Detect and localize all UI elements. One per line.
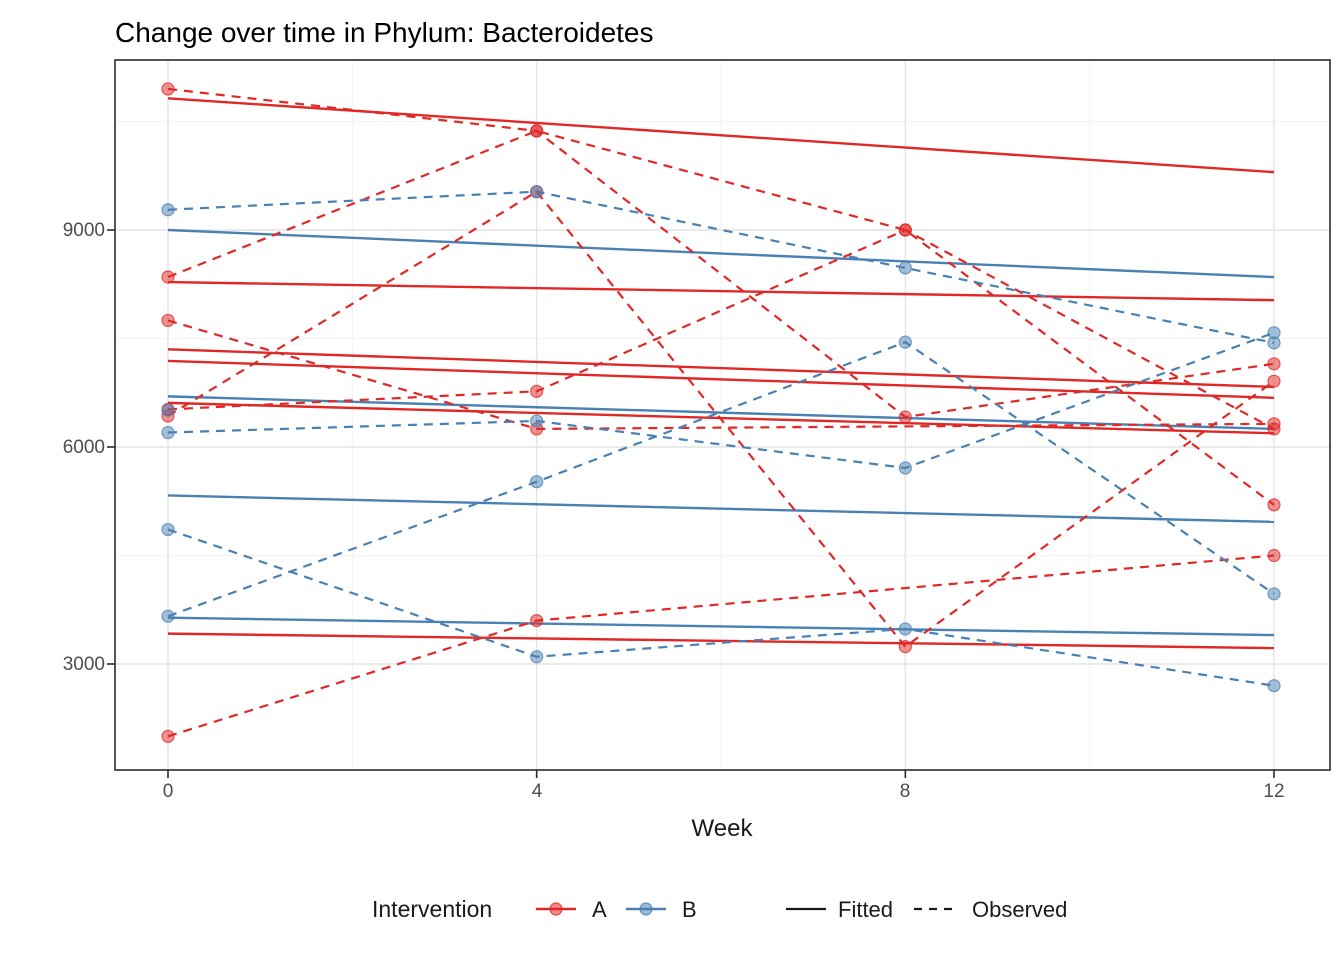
x-tick-8: 8 [900,781,911,802]
data-point [161,522,175,537]
x-tick-0: 0 [163,781,174,802]
data-point [161,313,175,328]
data-point [898,461,912,475]
data-point [530,185,544,199]
y-tick-9000: 9000 [63,220,105,241]
x-tick-4: 4 [532,781,543,802]
data-point [1267,422,1281,436]
data-point [898,335,912,349]
data-point [161,270,175,284]
data-point [161,203,175,217]
data-point [530,475,544,489]
data-point [530,613,544,628]
observed-line [167,340,1275,618]
y-tick-6000: 6000 [63,437,105,458]
data-point [1267,679,1281,693]
fitted-line [167,494,1275,524]
fitted-line [167,97,1275,174]
x-tick-12: 12 [1263,781,1284,802]
plot-panel [115,60,1330,770]
fitted-lines [167,97,1275,650]
data-point [161,82,175,96]
legend: Intervention A B Fitted Observed [372,896,1067,922]
fitted-line [167,348,1275,389]
y-tick-3000: 3000 [63,654,105,675]
x-axis-label: Week [692,815,754,842]
data-points [161,82,1281,743]
data-point [530,414,544,428]
data-point [898,261,912,275]
legend-label-a: A [592,897,607,922]
observed-line [167,528,1275,687]
data-point [1267,374,1281,388]
legend-key-a-point [549,902,563,916]
observed-line [167,228,1275,430]
data-point [161,403,175,417]
panel-border [114,59,1331,771]
observed-line [167,190,1275,649]
fitted-line [167,616,1275,637]
panel-frame [107,59,1331,778]
data-point [1267,548,1281,563]
legend-key-b-point [639,902,653,916]
legend-label-b: B [682,897,697,922]
data-point [898,640,912,654]
data-point [161,609,175,623]
data-point [1267,326,1281,340]
fitted-line [167,632,1275,650]
fitted-line [167,395,1275,431]
legend-label-fitted: Fitted [838,897,893,922]
fitted-line [167,228,1275,279]
data-point [161,729,175,743]
data-point [530,124,544,138]
data-point [898,410,912,424]
data-point [898,622,912,636]
observed-line [167,331,1275,470]
data-point [898,223,912,237]
data-point [1267,587,1281,601]
observed-line [167,190,1275,344]
data-point [1267,498,1281,512]
observed-line [167,129,1275,506]
chart-title: Change over time in Phylum: Bacteroidete… [115,17,654,48]
gridlines [115,60,1330,770]
legend-label-observed: Observed [972,897,1067,922]
data-point [530,384,544,398]
fitted-line [167,359,1275,400]
data-point [161,425,175,440]
legend-title: Intervention [372,896,492,922]
data-point [530,650,544,664]
data-point [1267,357,1281,371]
fitted-line [167,280,1275,302]
